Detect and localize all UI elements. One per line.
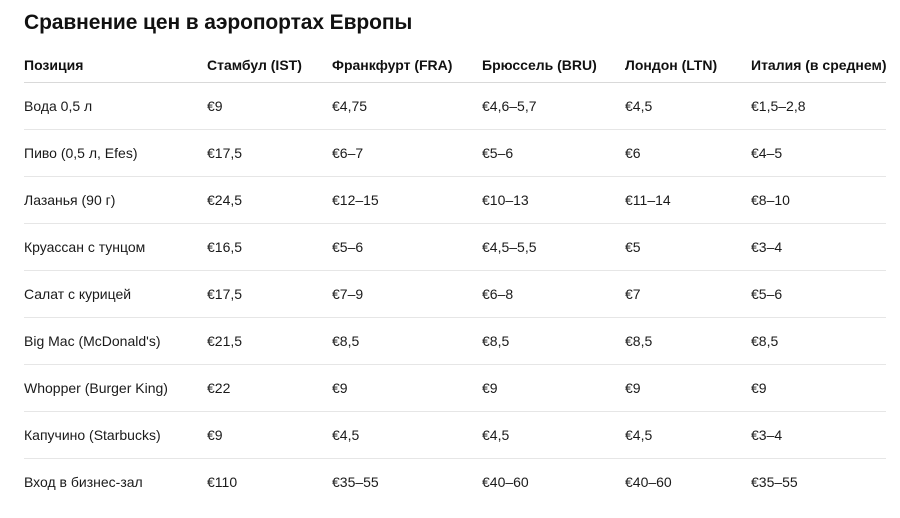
price-cell: €3–4 bbox=[751, 411, 886, 459]
price-cell: €1,5–2,8 bbox=[751, 82, 886, 130]
table-row: Вход в бизнес-зал €110 €35–55 €40–60 €40… bbox=[24, 459, 886, 506]
price-cell: €5–6 bbox=[482, 129, 625, 177]
price-cell: €9 bbox=[207, 82, 332, 130]
table-body: Вода 0,5 л €9 €4,75 €4,6–5,7 €4,5 €1,5–2… bbox=[24, 82, 886, 506]
price-cell: €4,5 bbox=[332, 411, 482, 459]
price-cell: €4,5 bbox=[482, 411, 625, 459]
header-istanbul: Стамбул (IST) bbox=[207, 48, 332, 83]
price-cell: €5 bbox=[625, 223, 751, 271]
price-cell: €5–6 bbox=[332, 223, 482, 271]
price-cell: €8,5 bbox=[625, 317, 751, 365]
price-cell: €6 bbox=[625, 129, 751, 177]
price-cell: €17,5 bbox=[207, 270, 332, 318]
price-cell: €11–14 bbox=[625, 176, 751, 224]
price-cell: €40–60 bbox=[482, 474, 529, 490]
price-cell: €16,5 bbox=[207, 223, 332, 271]
price-cell: €110 bbox=[207, 474, 238, 490]
table-row: Whopper (Burger King) €22 €9 €9 €9 €9 bbox=[24, 364, 886, 412]
price-cell: €7 bbox=[625, 270, 751, 318]
table-row: Big Mac (McDonald's) €21,5 €8,5 €8,5 €8,… bbox=[24, 317, 886, 365]
item-cell: Big Mac (McDonald's) bbox=[24, 317, 207, 365]
price-cell: €8,5 bbox=[332, 317, 482, 365]
price-cell: €8–10 bbox=[751, 176, 886, 224]
price-cell: €3–4 bbox=[751, 223, 886, 271]
item-cell: Салат с курицей bbox=[24, 270, 207, 318]
table-row: Пиво (0,5 л, Efes) €17,5 €6–7 €5–6 €6 €4… bbox=[24, 129, 886, 177]
price-cell: €22 bbox=[207, 364, 332, 412]
header-london: Лондон (LTN) bbox=[625, 48, 751, 83]
table-header: Позиция Стамбул (IST) Франкфурт (FRA) Бр… bbox=[24, 48, 887, 83]
price-cell: €9 bbox=[332, 364, 482, 412]
item-cell: Лазанья (90 г) bbox=[24, 176, 207, 224]
item-cell: Круассан с тунцом bbox=[24, 223, 207, 271]
table-row: Капучино (Starbucks) €9 €4,5 €4,5 €4,5 €… bbox=[24, 411, 886, 459]
price-cell: €6–8 bbox=[482, 270, 625, 318]
price-cell: €4–5 bbox=[751, 129, 886, 177]
page-title: Сравнение цен в аэропортах Европы bbox=[24, 11, 413, 34]
item-cell: Вода 0,5 л bbox=[24, 82, 207, 130]
item-cell: Пиво (0,5 л, Efes) bbox=[24, 129, 207, 177]
price-cell: €40–60 bbox=[625, 474, 672, 490]
header-italy: Италия (в среднем) bbox=[751, 48, 887, 83]
price-cell: €21,5 bbox=[207, 317, 332, 365]
header-item: Позиция bbox=[24, 48, 207, 83]
price-cell: €4,5–5,5 bbox=[482, 223, 625, 271]
price-cell: €4,75 bbox=[332, 82, 482, 130]
table-row: Круассан с тунцом €16,5 €5–6 €4,5–5,5 €5… bbox=[24, 223, 886, 271]
table-row: Салат с курицей €17,5 €7–9 €6–8 €7 €5–6 bbox=[24, 270, 886, 318]
price-cell: €8,5 bbox=[482, 317, 625, 365]
price-cell: €17,5 bbox=[207, 129, 332, 177]
item-cell: Whopper (Burger King) bbox=[24, 364, 207, 412]
price-cell: €4,5 bbox=[625, 82, 751, 130]
price-cell: €10–13 bbox=[482, 176, 625, 224]
price-cell: €7–9 bbox=[332, 270, 482, 318]
table-row: Вода 0,5 л €9 €4,75 €4,6–5,7 €4,5 €1,5–2… bbox=[24, 82, 886, 130]
price-cell: €5–6 bbox=[751, 270, 886, 318]
price-cell: €4,5 bbox=[625, 411, 751, 459]
price-cell: €6–7 bbox=[332, 129, 482, 177]
table-row: Лазанья (90 г) €24,5 €12–15 €10–13 €11–1… bbox=[24, 176, 886, 224]
price-comparison-table: Позиция Стамбул (IST) Франкфурт (FRA) Бр… bbox=[24, 48, 887, 506]
header-row: Позиция Стамбул (IST) Франкфурт (FRA) Бр… bbox=[24, 48, 887, 83]
header-frankfurt: Франкфурт (FRA) bbox=[332, 48, 482, 83]
header-brussels: Брюссель (BRU) bbox=[482, 48, 625, 83]
item-cell: Капучино (Starbucks) bbox=[24, 411, 207, 459]
price-cell: €35–55 bbox=[751, 474, 798, 490]
price-cell: €12–15 bbox=[332, 176, 482, 224]
price-cell: €8,5 bbox=[751, 317, 886, 365]
price-cell: €9 bbox=[625, 364, 751, 412]
price-cell: €9 bbox=[482, 364, 625, 412]
item-cell: Вход в бизнес-зал bbox=[24, 474, 143, 490]
price-cell: €9 bbox=[207, 411, 332, 459]
price-cell: €4,6–5,7 bbox=[482, 82, 625, 130]
price-cell: €9 bbox=[751, 364, 886, 412]
price-cell: €24,5 bbox=[207, 176, 332, 224]
price-cell: €35–55 bbox=[332, 474, 379, 490]
